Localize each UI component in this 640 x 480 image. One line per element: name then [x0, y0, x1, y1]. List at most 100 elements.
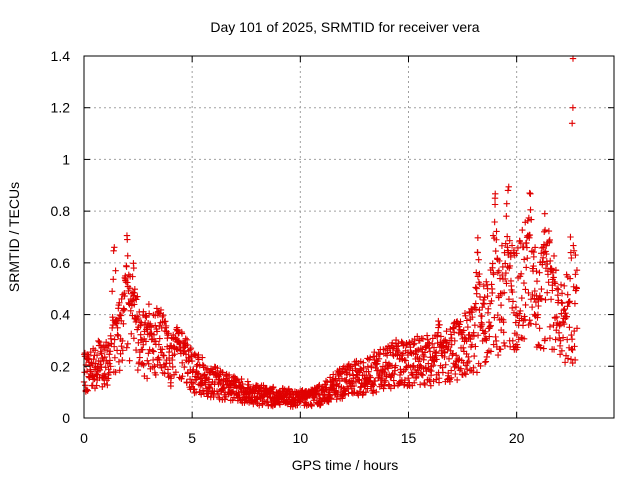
data-point	[129, 312, 136, 319]
data-point	[462, 312, 469, 319]
data-point	[178, 330, 186, 337]
data-point	[553, 313, 560, 321]
data-point	[121, 306, 128, 313]
data-point	[121, 292, 128, 300]
data-point	[172, 368, 180, 376]
data-point	[140, 308, 147, 315]
data-point	[157, 306, 165, 314]
data-point	[103, 346, 111, 354]
data-point	[169, 363, 176, 371]
data-point	[500, 319, 507, 326]
data-point	[156, 335, 163, 342]
data-point	[128, 330, 135, 338]
data-point	[390, 345, 397, 352]
data-point	[375, 349, 382, 357]
data-point	[546, 334, 554, 342]
data-point	[541, 335, 549, 343]
data-point	[545, 227, 553, 235]
data-point	[566, 275, 574, 282]
data-point	[453, 352, 460, 359]
data-point	[538, 285, 545, 293]
data-point	[130, 264, 137, 272]
data-point	[211, 378, 219, 386]
data-point	[470, 364, 477, 372]
data-point	[474, 234, 482, 242]
data-point	[380, 385, 387, 392]
data-point	[546, 323, 554, 331]
data-point	[181, 363, 188, 371]
data-point	[507, 250, 515, 257]
data-point	[463, 366, 471, 373]
data-point	[570, 247, 578, 254]
data-point	[470, 332, 478, 340]
data-point	[526, 189, 533, 197]
data-point	[184, 341, 191, 349]
data-point	[543, 250, 550, 258]
data-point	[107, 363, 114, 370]
data-point	[124, 236, 131, 243]
data-point	[413, 347, 421, 354]
data-point	[518, 294, 526, 302]
data-point	[437, 333, 445, 340]
data-point	[91, 347, 99, 354]
data-point	[558, 299, 565, 306]
data-point	[140, 361, 147, 369]
data-point	[405, 375, 412, 382]
y-tick-label: 0.2	[51, 358, 71, 374]
data-point	[472, 343, 479, 350]
data-point	[116, 367, 123, 374]
plot-frame	[83, 55, 615, 419]
data-point	[544, 260, 551, 268]
data-point	[188, 357, 196, 365]
data-point	[443, 327, 450, 335]
data-point	[326, 374, 334, 381]
y-tick-label: 0.4	[51, 307, 71, 323]
data-point	[500, 289, 508, 296]
data-point	[545, 279, 552, 286]
data-point	[411, 379, 418, 386]
data-point	[87, 348, 94, 356]
data-point	[118, 343, 125, 350]
data-point	[506, 237, 513, 244]
data-point	[338, 375, 346, 382]
data-point	[126, 357, 133, 364]
data-point	[101, 353, 108, 361]
data-point	[111, 354, 119, 361]
data-point	[156, 310, 164, 317]
data-point	[357, 367, 364, 374]
data-point	[375, 355, 383, 362]
data-point	[106, 357, 114, 364]
data-point	[403, 339, 410, 347]
data-point	[347, 363, 355, 370]
data-point	[198, 391, 205, 398]
data-point	[414, 333, 421, 340]
data-point	[527, 320, 535, 327]
data-point	[462, 371, 469, 378]
data-point	[171, 350, 178, 358]
data-point	[119, 337, 126, 345]
data-point	[98, 350, 105, 357]
data-point	[156, 356, 163, 364]
data-point	[369, 389, 377, 397]
data-point	[137, 322, 144, 329]
data-point	[390, 371, 398, 378]
data-point	[365, 368, 372, 375]
data-point	[153, 328, 161, 335]
data-point	[182, 351, 190, 358]
data-point	[124, 252, 131, 260]
y-tick-label: 0.6	[51, 255, 71, 271]
data-point	[200, 362, 207, 370]
data-point	[476, 306, 483, 314]
x-tick-labels: 0 5 10 15 20	[80, 430, 525, 446]
data-point	[159, 346, 166, 353]
data-point	[371, 348, 378, 356]
data-point	[390, 377, 397, 384]
data-point	[556, 351, 564, 358]
data-point	[191, 389, 198, 397]
data-point	[416, 355, 423, 362]
x-tick-label: 20	[509, 430, 525, 446]
data-point	[245, 381, 252, 389]
data-point	[101, 380, 108, 388]
data-point	[106, 348, 114, 355]
